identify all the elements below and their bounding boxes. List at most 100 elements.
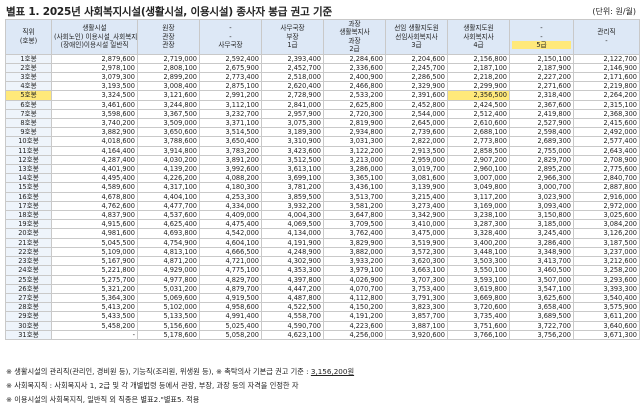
table-cell: 3,007,000 (447, 173, 510, 184)
table-cell: 4,623,100 (261, 329, 324, 340)
table-row: 7호봉 3,598,600 3,367,500 3,232,700 2,957,900 2… (5, 108, 640, 120)
table-cell: 2,452,700 (261, 62, 324, 74)
row-step: 16호봉 (5, 191, 52, 202)
table-cell: 2,452,800 (385, 99, 448, 110)
footnote-1: ※ 생활시설의 관리직(관리인, 경비원 등), 기능직(조리원, 위생원 등)… (6, 365, 354, 379)
table-cell: 2,895,200 (509, 164, 574, 175)
table-cell: 2,204,600 (385, 53, 448, 64)
table-cell: 3,084,200 (573, 219, 640, 230)
table-cell: 3,669,800 (447, 292, 510, 304)
table-cell: 2,719,000 (137, 53, 200, 64)
row-step: 4호봉 (5, 81, 52, 92)
table-cell: 2,592,400 (199, 53, 262, 64)
page-title: 별표 1. 2025년 사회복지시설(생활시설, 이용시설) 종사자 봉급 권고… (6, 6, 332, 18)
table-cell: 3,273,400 (385, 200, 448, 212)
table-cell: 3,238,100 (447, 210, 510, 221)
table-cell: 3,979,100 (323, 265, 386, 276)
row-step: 1호봉 (5, 53, 52, 64)
row-step: 5호봉 (5, 90, 52, 101)
row-step: 27호봉 (5, 292, 52, 304)
table-cell: 3,287,300 (447, 219, 510, 230)
header-line: 5급 (512, 41, 571, 50)
table-row: 29호봉 5,433,500 5,133,500 4,991,400 4,558,700… (5, 311, 640, 322)
table-cell: 3,258,200 (573, 265, 640, 276)
header-corner: 직위 (호봉) (5, 19, 52, 55)
table-cell: 2,689,300 (509, 136, 574, 147)
table-cell: 2,972,000 (573, 200, 640, 212)
row-value-salary-head: 4,401,900 (51, 164, 138, 175)
row-value-salary-head: 5,109,000 (51, 246, 138, 258)
table-cell: 2,934,800 (323, 127, 386, 138)
table-cell: 3,008,400 (137, 81, 200, 92)
table-cell: 4,069,500 (261, 219, 324, 230)
table-row: 4호봉 3,193,500 3,008,400 2,875,100 2,620,400 2… (5, 81, 640, 92)
table-row: 3호봉 3,079,300 2,899,200 2,773,400 2,518,000 2… (5, 72, 640, 83)
table-body: 1호봉 2,879,600 2,719,000 2,592,400 2,393,400 2… (5, 53, 640, 340)
row-value-salary-head: - (51, 329, 138, 340)
table-cell: 2,907,200 (447, 154, 510, 166)
table-cell: 3,126,200 (573, 228, 640, 239)
table-cell: 5,069,600 (137, 292, 200, 304)
row-step: 22호봉 (5, 246, 52, 258)
table-cell: 2,875,100 (199, 81, 262, 92)
table-row: 22호봉 5,109,000 4,813,100 4,666,500 4,248,900… (5, 246, 640, 258)
table-cell: 4,693,800 (137, 228, 200, 239)
table-cell: 3,509,000 (137, 118, 200, 129)
table-cell: 2,533,200 (323, 90, 386, 101)
table-row: 19호봉 4,915,600 4,625,400 4,475,400 4,069,500… (5, 219, 640, 230)
header-col-7: - -5급 (509, 19, 574, 55)
table-cell: 4,447,200 (261, 283, 324, 294)
table-cell: 4,191,200 (323, 311, 386, 322)
header-line: - (540, 32, 543, 41)
table-cell: 3,650,400 (199, 136, 262, 147)
table-cell: 3,513,700 (323, 191, 386, 202)
header-line: 4급 (473, 41, 484, 50)
row-value-salary-head: 4,678,800 (51, 191, 138, 202)
row-value-salary-head: 5,458,200 (51, 320, 138, 331)
header-line: (장애인)이용시설 일반직 (60, 41, 129, 50)
table-cell: 3,512,500 (261, 154, 324, 166)
table-cell: 4,026,900 (323, 274, 386, 285)
table-cell: 3,169,000 (447, 200, 510, 212)
table-cell: 3,112,100 (199, 99, 262, 110)
table-cell: 4,522,500 (261, 302, 324, 313)
table-cell: 3,857,700 (385, 311, 448, 322)
table-cell: 3,503,300 (447, 256, 510, 267)
table-row: 8호봉 3,740,200 3,509,000 3,371,100 3,075,300 2… (5, 118, 640, 129)
table-cell: 3,992,600 (199, 164, 262, 175)
header-line: 2급 (349, 45, 360, 54)
table-cell: 3,400,200 (447, 237, 510, 248)
table-cell: 3,699,100 (261, 173, 324, 184)
row-value-salary-head: 4,018,600 (51, 136, 138, 147)
header-col-6: 생활지도원 사회복지사 4급 (447, 19, 510, 55)
table-cell: 2,492,000 (573, 127, 640, 138)
table-cell: 2,368,300 (573, 108, 640, 120)
table-cell: 3,933,200 (323, 256, 386, 267)
row-step: 8호봉 (5, 118, 52, 129)
table-cell: 3,213,000 (323, 154, 386, 166)
table-row: 24호봉 5,221,800 4,929,000 4,775,100 4,353,300… (5, 265, 640, 276)
table-cell: 2,643,400 (573, 145, 640, 156)
table-cell: 2,286,500 (385, 72, 448, 83)
row-value-salary-head: 4,287,400 (51, 154, 138, 166)
salary-table: 직위 (호봉) 생활시설 (사회노인) 이용시설_사회복지직 (장애인)이용시설 일반직… (5, 19, 640, 340)
table-cell: 3,581,200 (323, 200, 386, 212)
table-cell: 4,030,200 (137, 154, 200, 166)
table-cell: 4,487,800 (261, 292, 324, 304)
row-step: 24호봉 (5, 265, 52, 276)
table-cell: 4,666,500 (199, 246, 262, 258)
table-row: 31호봉 -5,178,600 5,058,200 4,623,100 4,256,00… (5, 329, 640, 340)
table-cell: 3,121,600 (137, 90, 200, 101)
table-cell: 2,415,600 (573, 118, 640, 129)
table-cell: 3,410,000 (385, 219, 448, 230)
header-line: 사무국장 (218, 41, 243, 50)
row-step: 28호봉 (5, 302, 52, 313)
table-row: 28호봉 5,413,200 5,102,000 4,958,600 4,522,500… (5, 302, 640, 313)
table-cell: 2,840,700 (573, 173, 640, 184)
row-step: 20호봉 (5, 228, 52, 239)
table-cell: 4,256,000 (323, 329, 386, 340)
footnote-2: ※ 사회복지직 : 사회복지사 1, 2급 및 각 개별법령 등에서 관장, 부… (6, 379, 354, 393)
header-col-5: 선임 생활지도원 선임사회복지사 3급 (385, 19, 448, 55)
table-cell: 2,960,100 (447, 164, 510, 175)
table-cell: 4,088,200 (199, 173, 262, 184)
